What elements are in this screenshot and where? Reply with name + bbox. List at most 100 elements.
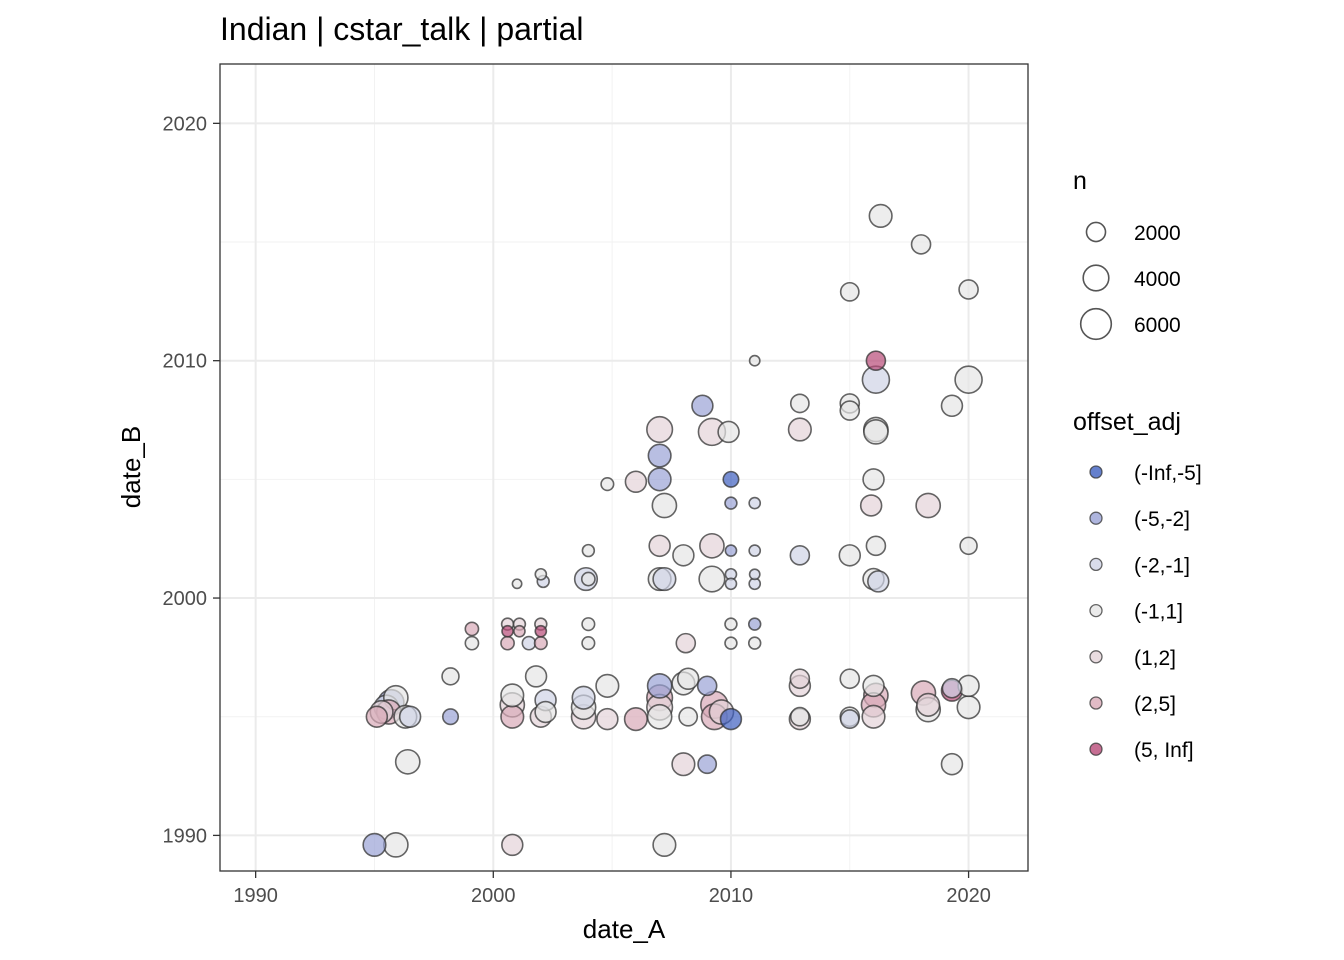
color-legend: offset_adj (-Inf,-5] (-5,-2] (-2,-1] (-1,1]… (1073, 408, 1202, 762)
data-point (571, 685, 596, 710)
data-point (394, 748, 421, 775)
color-legend-key (1089, 511, 1103, 525)
data-point (441, 708, 460, 726)
color-legend-label: (-5,-2] (1134, 508, 1190, 531)
data-point (672, 544, 695, 567)
x-tick-label: 2020 (946, 885, 991, 907)
data-point (501, 833, 524, 857)
data-point (697, 754, 718, 775)
size-legend: n 2000 4000 6000 (1073, 167, 1181, 341)
data-point (956, 695, 981, 720)
data-point (940, 394, 964, 418)
data-point (787, 417, 812, 442)
data-point (724, 496, 738, 510)
data-point (596, 707, 619, 731)
x-tick-label: 2010 (709, 885, 754, 907)
y-tick-label: 2000 (163, 588, 208, 610)
color-legend-key (1089, 603, 1103, 618)
data-point (646, 415, 674, 444)
x-axis-title: date_A (583, 914, 666, 944)
data-point (500, 683, 525, 708)
data-point (789, 545, 811, 566)
data-point (691, 394, 714, 418)
data-point (671, 752, 696, 777)
data-point (868, 203, 893, 229)
color-legend-key (1089, 696, 1103, 710)
data-point (600, 477, 615, 492)
data-point (867, 570, 890, 593)
data-point (534, 624, 548, 638)
data-point (580, 571, 596, 587)
data-point (748, 568, 761, 581)
data-point (958, 279, 979, 300)
x-tick-label: 2000 (471, 885, 516, 907)
data-point (839, 709, 860, 730)
data-point (500, 635, 515, 651)
data-point (724, 544, 738, 557)
data-point (724, 617, 738, 631)
data-point (719, 707, 743, 731)
data-point (748, 354, 761, 367)
data-point (839, 281, 860, 302)
data-point (954, 365, 983, 394)
data-point (651, 492, 678, 519)
data-point (382, 832, 409, 858)
data-point (789, 706, 810, 727)
data-point (862, 468, 885, 491)
size-legend-label: 4000 (1134, 268, 1181, 291)
color-legend-label: (2,5] (1134, 693, 1176, 716)
color-legend-key (1089, 557, 1103, 572)
data-point (595, 673, 620, 698)
y-tick-label: 2010 (163, 351, 208, 373)
color-legend-label: (-Inf,-5] (1134, 462, 1202, 485)
color-legend-label: (-2,-1] (1134, 554, 1190, 577)
data-point (724, 577, 738, 591)
data-point (699, 532, 725, 559)
data-point (747, 617, 762, 631)
data-point (675, 632, 697, 654)
data-point (861, 704, 886, 729)
data-point (365, 705, 389, 728)
size-legend-key (1085, 221, 1107, 243)
data-point (839, 400, 861, 421)
size-legend-key (1079, 307, 1113, 341)
chart-title: Indian | cstar_talk | partial (220, 11, 583, 47)
data-point (915, 492, 942, 519)
data-point (789, 393, 810, 414)
data-point (521, 635, 537, 651)
data-point (676, 667, 700, 690)
data-point (513, 624, 526, 638)
data-point (748, 544, 762, 557)
data-point (581, 543, 596, 558)
data-point (647, 467, 672, 492)
data-point (959, 536, 978, 556)
plot-background (220, 64, 1028, 871)
data-point (789, 668, 811, 690)
size-legend-key (1082, 264, 1110, 292)
data-point (511, 578, 523, 590)
x-axis: 1990 2000 2010 2020 (233, 871, 991, 907)
data-point (398, 705, 422, 728)
data-point (863, 419, 889, 445)
data-point (652, 566, 677, 592)
data-point (748, 496, 762, 510)
data-point (859, 494, 883, 517)
color-legend-title: offset_adj (1073, 408, 1181, 436)
data-point (678, 706, 699, 727)
data-point (623, 706, 648, 732)
data-point (696, 675, 718, 697)
y-axis: 1990 2000 2010 2020 (163, 113, 220, 847)
color-legend-key (1089, 465, 1103, 479)
data-point (862, 674, 885, 698)
data-point (865, 535, 887, 557)
data-point (838, 544, 862, 567)
data-point (524, 665, 548, 688)
data-point (362, 832, 387, 857)
color-legend-label: (1,2] (1134, 647, 1176, 670)
data-point (581, 636, 596, 651)
data-point (534, 567, 548, 581)
data-point (717, 420, 740, 444)
data-point (646, 703, 673, 730)
color-legend-key (1089, 742, 1103, 756)
